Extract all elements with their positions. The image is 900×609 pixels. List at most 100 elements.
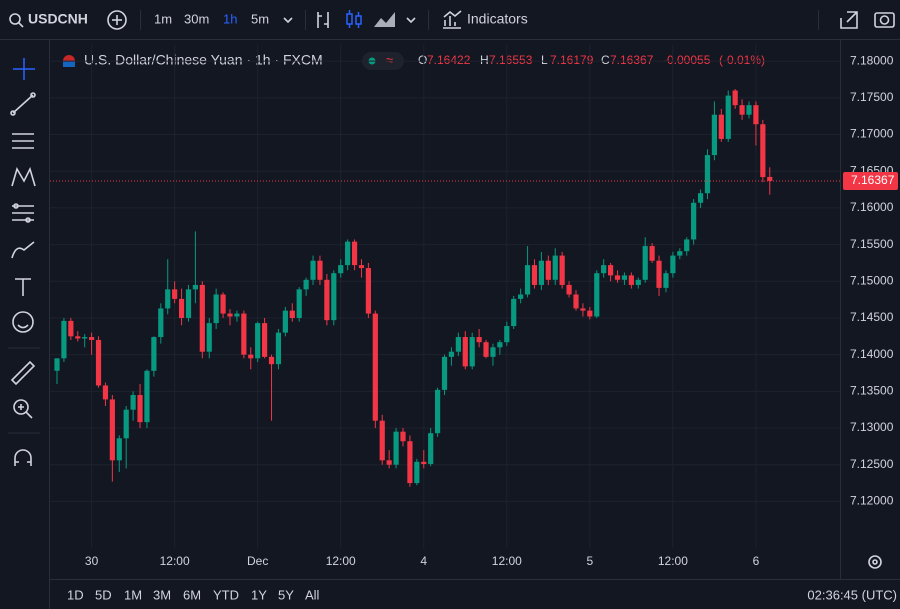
interval-dropdown[interactable] [283, 17, 293, 24]
candle-body [614, 275, 621, 280]
prediction-tool[interactable] [12, 203, 34, 223]
svg-text:≈: ≈ [386, 52, 393, 67]
candle-body [248, 354, 254, 359]
candle-body [130, 395, 136, 410]
magnet-tool[interactable] [14, 449, 32, 466]
candles-icon[interactable] [346, 10, 362, 28]
candle-body [262, 323, 268, 357]
settings-icon[interactable] [868, 555, 882, 569]
range-button[interactable]: 3M [153, 587, 171, 602]
y-tick-label: 7.17500 [850, 90, 894, 104]
candle-body [739, 105, 745, 115]
candle-body [421, 461, 427, 464]
candle-body [213, 294, 219, 324]
x-tick-label: 12:00 [492, 554, 522, 568]
candle-body [746, 105, 752, 115]
candle-body [317, 260, 323, 280]
candle-body [524, 265, 531, 295]
candle-body [428, 433, 434, 464]
candle-body [151, 337, 157, 371]
range-button[interactable]: 5Y [278, 587, 294, 602]
range-button[interactable]: 1D [67, 587, 84, 602]
range-button[interactable]: YTD [213, 587, 239, 602]
interval-active[interactable]: 1h [223, 11, 237, 26]
range-button[interactable]: 1M [124, 587, 142, 602]
fib-tool[interactable] [12, 133, 34, 149]
y-tick-label: 7.12500 [850, 457, 894, 471]
search-icon[interactable] [9, 13, 24, 28]
x-tick-label: 4 [420, 554, 427, 568]
crosshair-tool[interactable] [13, 58, 35, 80]
candle-body [504, 326, 510, 343]
zoom-tool[interactable] [13, 399, 33, 419]
range-button[interactable]: All [305, 587, 320, 602]
range-button[interactable]: 6M [183, 587, 201, 602]
candle-body [753, 105, 759, 125]
y-tick-label: 7.18000 [850, 53, 894, 67]
candle-body [303, 279, 309, 290]
candle-body [545, 260, 551, 280]
candle-body [144, 370, 150, 423]
candle-body [552, 255, 558, 280]
range-button[interactable]: 1Y [251, 587, 267, 602]
candle-body [497, 342, 503, 348]
compare-icon[interactable] [374, 12, 395, 27]
candle-body [462, 337, 468, 367]
ruler-tool[interactable] [10, 360, 36, 386]
range-button[interactable]: 5D [95, 587, 112, 602]
candle-body [538, 260, 544, 285]
pattern-tool[interactable] [11, 166, 36, 187]
candle-body [324, 279, 330, 321]
last-price-label: 7.16367 [851, 173, 895, 187]
trendline-tool[interactable] [10, 92, 36, 116]
candle-body [476, 337, 482, 343]
y-tick-label: 7.13000 [850, 420, 894, 434]
candle-body [608, 265, 614, 276]
candle-body [206, 323, 212, 352]
candle-body [628, 275, 634, 285]
text-tool[interactable] [15, 278, 31, 296]
candle-body [192, 284, 198, 290]
ohlc-letter: C [601, 53, 610, 67]
symbol[interactable]: USDCNH [28, 11, 88, 27]
candle-body [255, 323, 261, 359]
interval[interactable]: 30m [184, 11, 209, 26]
chart-type-dropdown[interactable] [406, 17, 416, 24]
candle-body [621, 275, 628, 280]
y-tick-label: 7.15000 [850, 273, 894, 287]
indicators-icon[interactable] [443, 10, 462, 29]
candle-body [137, 395, 143, 423]
candle-body [670, 255, 676, 274]
change-pct: (-0.01%) [719, 53, 765, 67]
change: -0.00055 [663, 53, 711, 67]
candle-body [704, 155, 711, 194]
chart-title: U.S. Dollar/Chinese Yuan · 1h · FXCM [84, 52, 323, 68]
candle-body [684, 239, 690, 252]
interval[interactable]: 1m [154, 11, 172, 26]
candle-body [635, 279, 641, 285]
candle-body [483, 342, 489, 357]
fullscreen-icon[interactable] [840, 11, 858, 29]
clock: 02:36:45 (UTC) [807, 587, 897, 602]
add-symbol[interactable] [107, 10, 127, 30]
ohlc-letter: H [480, 53, 489, 67]
x-tick-label: 12:00 [326, 554, 356, 568]
candle-body [220, 294, 226, 314]
bar-replay-icon[interactable] [317, 12, 329, 28]
candle-body [358, 265, 365, 269]
candle-body [649, 246, 655, 261]
candle-body [511, 298, 517, 327]
emoji-tool[interactable] [12, 311, 34, 333]
brush-tool[interactable] [11, 241, 35, 259]
candle-body [767, 176, 773, 181]
candle-body [109, 399, 115, 461]
y-tick-label: 7.13500 [850, 384, 894, 398]
candle-body [691, 202, 697, 240]
y-tick-label: 7.14500 [850, 310, 894, 324]
candle-body [642, 246, 648, 280]
interval[interactable]: 5m [251, 11, 269, 26]
candle-body [365, 268, 371, 314]
indicators-button[interactable]: Indicators [467, 11, 528, 27]
candle-body [234, 313, 240, 317]
snapshot-icon[interactable] [874, 12, 895, 28]
